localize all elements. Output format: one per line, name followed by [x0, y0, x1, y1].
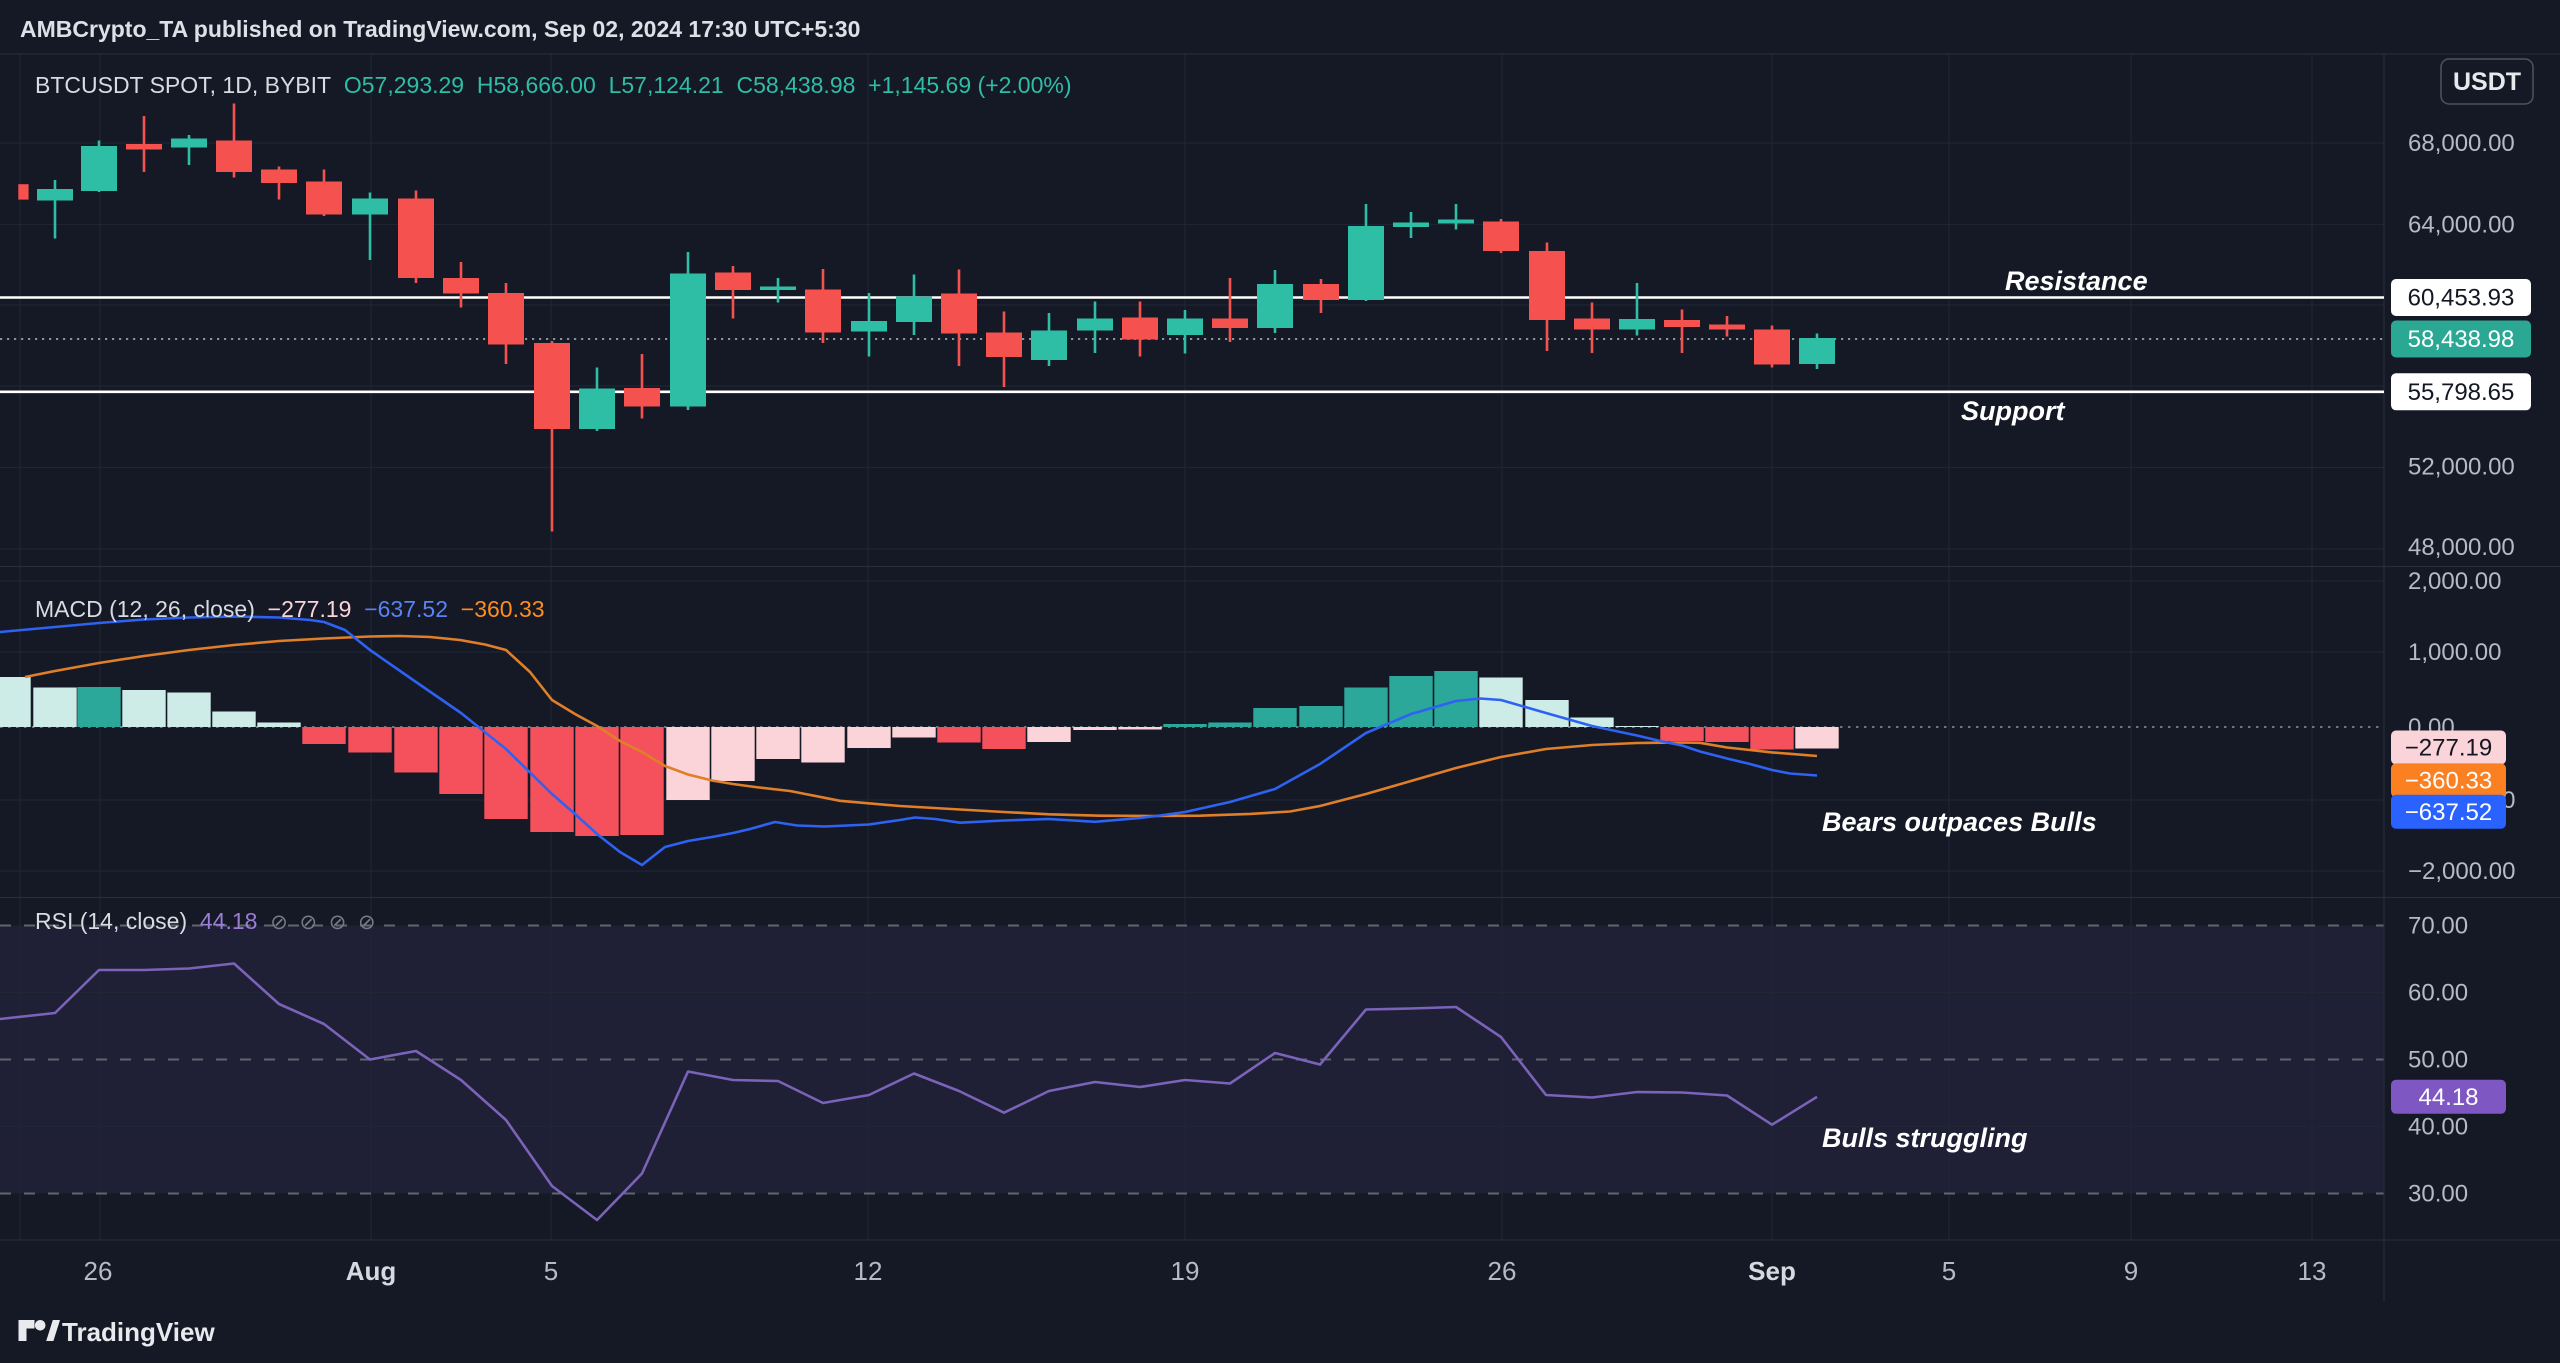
svg-text:26: 26: [1488, 1256, 1517, 1286]
svg-text:58,438.98: 58,438.98: [2408, 326, 2515, 353]
svg-text:60,453.93: 60,453.93: [2408, 285, 2515, 312]
svg-text:RSI (14, close) 44.18 ⊘ ⊘: RSI (14, close) 44.18 ⊘ ⊘ ⊘ ⊘: [35, 908, 376, 934]
svg-text:2,000.00: 2,000.00: [2408, 568, 2501, 595]
svg-text:44.18: 44.18: [2418, 1084, 2478, 1111]
svg-text:19: 19: [1171, 1256, 1200, 1286]
svg-text:Sep: Sep: [1748, 1256, 1796, 1286]
svg-text:−277.19: −277.19: [2405, 735, 2492, 762]
svg-text:55,798.65: 55,798.65: [2408, 379, 2515, 406]
svg-text:USDT: USDT: [2453, 68, 2521, 96]
svg-text:68,000.00: 68,000.00: [2408, 130, 2515, 157]
svg-text:9: 9: [2124, 1256, 2138, 1286]
svg-text:MACD (12, 26, close) −277.19: MACD (12, 26, close) −277.19 −637.52 −36…: [35, 596, 545, 622]
svg-text:50.00: 50.00: [2408, 1047, 2468, 1074]
svg-text:12: 12: [854, 1256, 883, 1286]
svg-text:BTCUSDT SPOT, 1D, BYBIT O57,2: BTCUSDT SPOT, 1D, BYBIT O57,293.29 H58,6…: [35, 72, 1072, 98]
svg-text:AMBCrypto_TA published on Trad: AMBCrypto_TA published on TradingView.co…: [20, 16, 860, 42]
svg-text:13: 13: [2298, 1256, 2327, 1286]
svg-text:5: 5: [544, 1256, 558, 1286]
svg-text:Aug: Aug: [346, 1256, 397, 1286]
svg-text:−360.33: −360.33: [2405, 767, 2492, 794]
svg-text:Bulls struggling: Bulls struggling: [1822, 1123, 2028, 1153]
svg-text:64,000.00: 64,000.00: [2408, 211, 2515, 238]
svg-text:Resistance: Resistance: [2005, 266, 2148, 296]
svg-text:26: 26: [84, 1256, 113, 1286]
svg-text:48,000.00: 48,000.00: [2408, 534, 2515, 561]
svg-text:−2,000.00: −2,000.00: [2408, 858, 2515, 885]
svg-text:70.00: 70.00: [2408, 913, 2468, 940]
svg-text:30.00: 30.00: [2408, 1181, 2468, 1208]
svg-text:−637.52: −637.52: [2405, 799, 2492, 826]
svg-text:5: 5: [1942, 1256, 1956, 1286]
svg-text:Support: Support: [1961, 396, 2065, 426]
svg-text:TradingView: TradingView: [62, 1317, 215, 1347]
svg-text:60.00: 60.00: [2408, 980, 2468, 1007]
svg-text:40.00: 40.00: [2408, 1114, 2468, 1141]
svg-text:Bears outpaces Bulls: Bears outpaces Bulls: [1822, 807, 2097, 837]
svg-text:52,000.00: 52,000.00: [2408, 454, 2515, 481]
svg-text:1,000.00: 1,000.00: [2408, 639, 2501, 666]
